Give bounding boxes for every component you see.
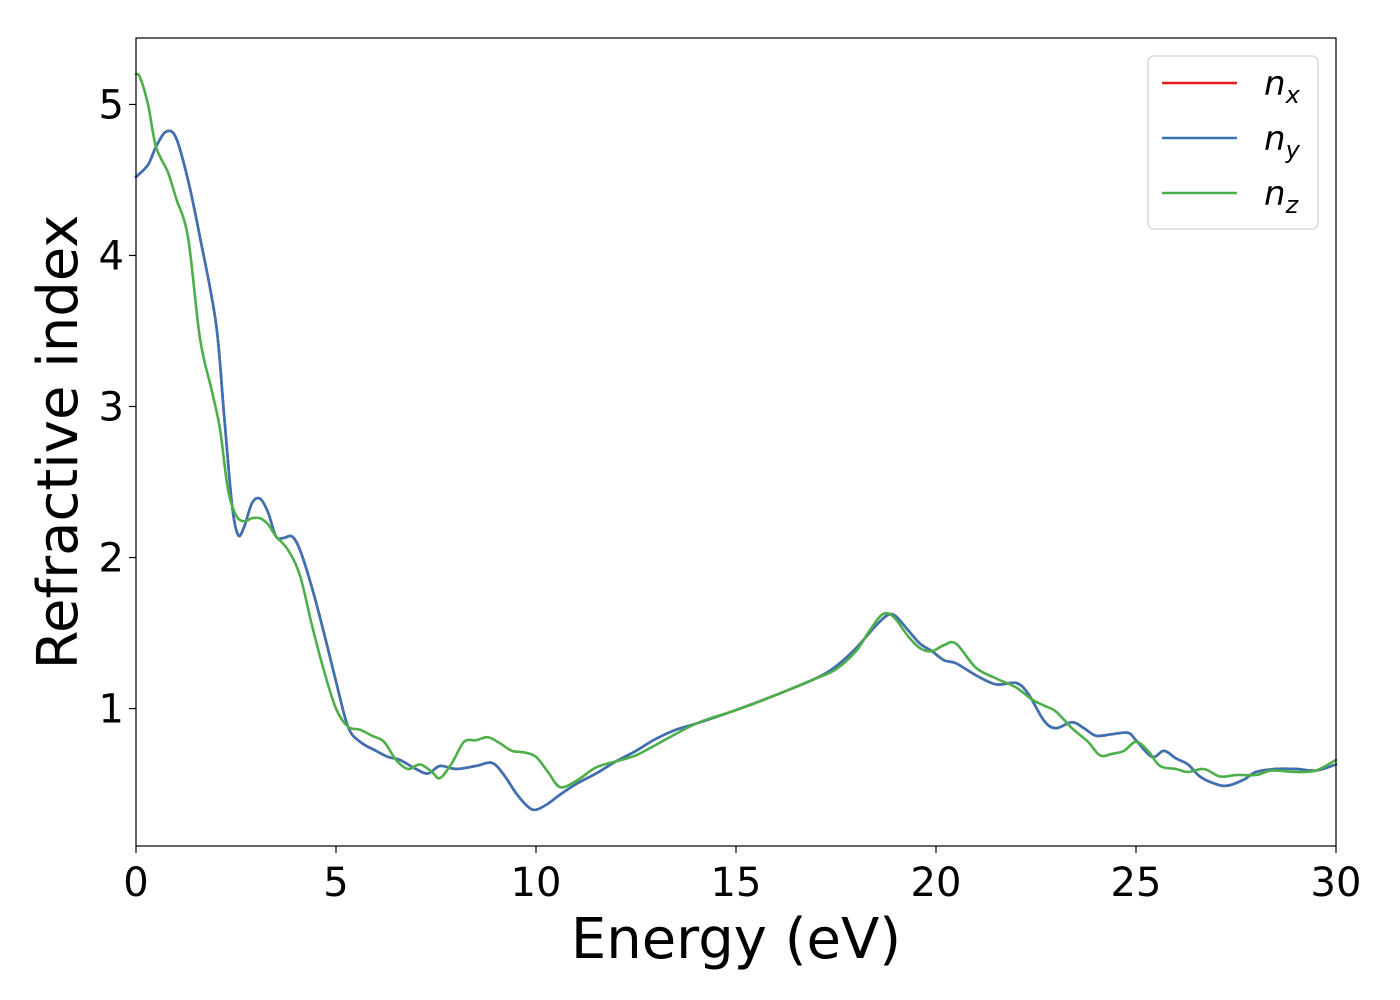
- x-tick-label: 5: [323, 860, 348, 906]
- y-tick-label: 3: [99, 385, 124, 431]
- y-tick-label: 5: [99, 82, 124, 128]
- y-tick-label: 4: [99, 233, 124, 279]
- x-tick-label: 10: [511, 860, 562, 906]
- y-tick-label: 1: [99, 687, 124, 733]
- y-tick-label: 2: [99, 536, 124, 582]
- x-axis-label: Energy (eV): [571, 907, 901, 972]
- legend-label-n-y: ny: [1264, 119, 1301, 164]
- x-tick-label: 30: [1311, 860, 1362, 906]
- tick-layer: 0 5 10 15 20 25 30 1 2 3 4 5: [99, 82, 1362, 906]
- series-line-n-z: [134, 72, 1338, 789]
- x-tick-label: 20: [911, 860, 962, 906]
- x-tick-label: 15: [711, 860, 762, 906]
- plot-area-frame: [135, 37, 1337, 847]
- legend: nx ny nz: [1147, 55, 1319, 230]
- x-tick-label: 0: [123, 860, 148, 906]
- series-layer: [134, 72, 1338, 812]
- legend-label-n-z: nz: [1264, 174, 1300, 219]
- x-tick-label: 25: [1111, 860, 1162, 906]
- legend-frame: [1147, 55, 1319, 230]
- legend-label-n-x: nx: [1264, 64, 1301, 109]
- y-axis-label: Refractive index: [26, 215, 91, 670]
